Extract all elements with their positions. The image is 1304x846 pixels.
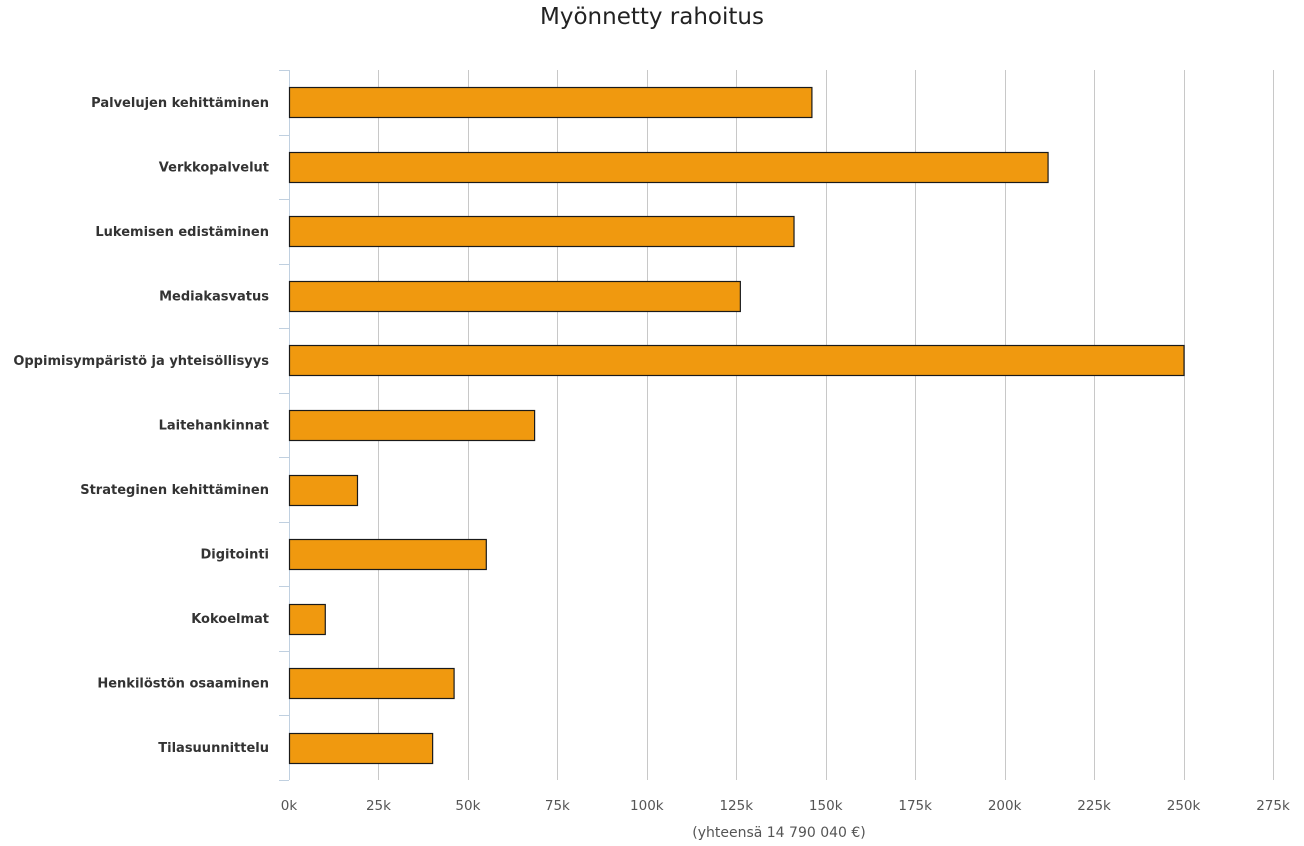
category-label: Mediakasvatus: [159, 289, 269, 304]
x-tick-label: 250k: [1167, 798, 1201, 814]
x-tick-label: 75k: [545, 798, 570, 814]
category-label: Digitointi: [200, 548, 269, 563]
chart-title: Myönnetty rahoitus: [540, 4, 764, 30]
category-label: Tilasuunnittelu: [158, 741, 269, 756]
x-tick-label: 25k: [366, 798, 391, 814]
bar-laitehankinnat: [288, 409, 536, 442]
bar-verkkopalvelut: [288, 151, 1049, 184]
x-tick-label: 150k: [809, 798, 843, 814]
x-tick-label: 175k: [898, 798, 932, 814]
x-tick-label: 125k: [719, 798, 753, 814]
category-label: Kokoelmat: [191, 612, 269, 627]
value-tick-labels: 0k 25k 50k 75k 100k 125k 150k 175k 200k 225k 250k 2…: [281, 798, 1290, 814]
bar-palvelujen-kehittaminen: [288, 86, 813, 119]
bars: [288, 86, 1185, 765]
category-label: Lukemisen edistäminen: [95, 225, 269, 240]
bar-strateginen-kehittaminen: [288, 474, 359, 507]
x-tick-label: 200k: [988, 798, 1022, 814]
category-labels: Palvelujen kehittäminen Verkkopalvelut Luk…: [13, 96, 269, 756]
category-label: Palvelujen kehittäminen: [91, 96, 269, 111]
bar-mediakasvatus: [288, 280, 741, 313]
bar-oppimisymparisto-ja-yhteisollisyys: [288, 344, 1185, 377]
category-label: Verkkopalvelut: [159, 160, 269, 175]
category-label: Henkilöstön osaaminen: [97, 677, 269, 692]
bar-lukemisen-edistaminen: [288, 215, 795, 248]
x-tick-label: 0k: [281, 798, 298, 814]
bar-digitointi: [288, 538, 487, 571]
x-tick-label: 50k: [455, 798, 480, 814]
bar-henkiloston-osaaminen: [288, 667, 455, 700]
category-axis: [279, 70, 290, 781]
x-tick-label: 100k: [630, 798, 664, 814]
bar-tilasuunnittelu: [288, 732, 434, 765]
category-label: Oppimisympäristö ja yhteisöllisyys: [13, 354, 269, 369]
category-label: Strateginen kehittäminen: [80, 483, 269, 498]
category-label: Laitehankinnat: [159, 419, 269, 434]
x-tick-label: 275k: [1256, 798, 1290, 814]
x-tick-label: 225k: [1077, 798, 1111, 814]
x-axis-caption: (yhteensä 14 790 040 €): [692, 825, 866, 841]
bar-kokoelmat: [288, 603, 326, 636]
